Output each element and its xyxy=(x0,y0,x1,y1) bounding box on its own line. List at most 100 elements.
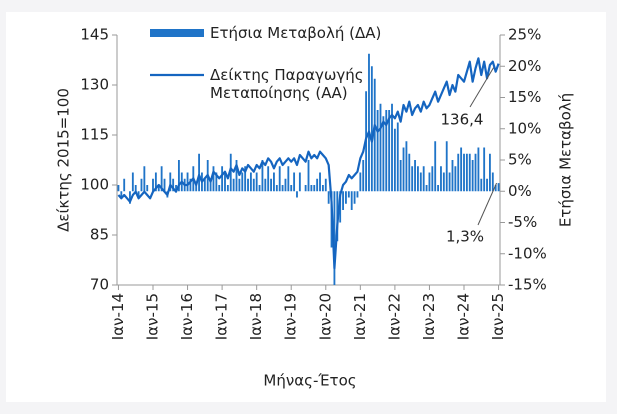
bar xyxy=(247,178,249,192)
bar xyxy=(264,178,267,192)
bar xyxy=(411,166,414,192)
bar xyxy=(270,178,272,192)
y-axis-title: Δείκτης 2015=100 xyxy=(55,88,73,232)
bar xyxy=(169,172,172,192)
bar xyxy=(215,172,218,192)
bar xyxy=(273,172,275,192)
chart-background xyxy=(6,12,606,402)
bar xyxy=(287,166,290,192)
y2-tick-label: -15% xyxy=(508,276,547,294)
y-tick-label: 70 xyxy=(90,276,109,294)
bar xyxy=(359,172,362,192)
bar xyxy=(261,160,264,192)
x-tick-label: Ιαν-16 xyxy=(178,293,196,340)
bar xyxy=(405,141,408,192)
bar xyxy=(198,153,200,192)
bar xyxy=(465,153,468,192)
bar xyxy=(203,178,206,192)
bar xyxy=(425,185,428,192)
bar xyxy=(457,153,460,192)
bar xyxy=(307,160,310,192)
bar xyxy=(391,103,393,192)
x-tick-label: Ιαν-22 xyxy=(385,293,403,340)
bar xyxy=(362,160,365,192)
y-tick-label: 130 xyxy=(80,76,109,94)
bar xyxy=(172,178,175,192)
bar xyxy=(221,166,224,192)
bar xyxy=(238,178,241,192)
bar xyxy=(347,191,350,198)
bar xyxy=(154,172,157,192)
bar xyxy=(186,172,189,192)
bar xyxy=(442,172,445,192)
annotation-leader xyxy=(477,182,498,226)
bar xyxy=(131,172,134,192)
legend-label: Δείκτης Παραγωγής Μεταποίησης (ΑΑ) xyxy=(210,66,364,102)
bar xyxy=(163,178,166,192)
bar xyxy=(353,191,356,204)
bar xyxy=(267,166,270,192)
bar xyxy=(212,166,215,192)
bar xyxy=(258,185,261,192)
bar xyxy=(350,191,353,210)
bar xyxy=(232,178,235,192)
bar xyxy=(249,172,252,192)
bar xyxy=(218,185,221,192)
bar xyxy=(488,153,491,192)
bar xyxy=(491,172,494,192)
bar xyxy=(281,185,284,192)
bar xyxy=(414,160,416,192)
bar xyxy=(319,172,321,192)
bar xyxy=(342,191,344,210)
legend-swatch xyxy=(150,29,204,37)
bar xyxy=(471,160,474,192)
y-tick-label: 145 xyxy=(80,26,109,44)
x-tick-label: Ιαν-24 xyxy=(455,293,473,340)
y2-tick-label: 0% xyxy=(508,182,532,200)
bar xyxy=(417,166,419,192)
bar xyxy=(313,185,316,192)
y2-tick-label: -5% xyxy=(508,213,537,231)
bar xyxy=(451,160,454,192)
legend-label: Ετήσια Μεταβολή (ΔΑ) xyxy=(210,24,382,42)
bar xyxy=(474,153,477,192)
y-tick-label: 115 xyxy=(80,126,109,144)
bar xyxy=(370,66,373,192)
bar xyxy=(189,178,192,192)
bar xyxy=(463,153,465,192)
x-axis-title: Μήνας-Έτος xyxy=(263,372,356,390)
bar xyxy=(448,172,451,192)
bar xyxy=(379,103,382,192)
bar xyxy=(137,191,140,198)
bar xyxy=(120,191,123,198)
bar xyxy=(345,191,347,204)
bar xyxy=(402,147,405,192)
bar xyxy=(226,185,229,192)
bar xyxy=(388,110,391,192)
bar xyxy=(224,172,226,192)
y2-tick-label: 5% xyxy=(508,151,532,169)
bar xyxy=(428,172,431,192)
bar xyxy=(209,178,212,192)
bar xyxy=(327,191,330,204)
bar xyxy=(244,166,247,192)
bar xyxy=(477,147,480,192)
y2-tick-label: 20% xyxy=(508,57,541,75)
bar xyxy=(229,153,232,192)
bar xyxy=(160,166,163,192)
bar xyxy=(440,166,442,192)
y-tick-label: 85 xyxy=(90,226,109,244)
bar xyxy=(486,178,488,192)
bar xyxy=(304,185,307,192)
x-tick-label: Ιαν-23 xyxy=(420,293,438,340)
bar xyxy=(296,191,298,198)
bar xyxy=(445,141,448,192)
bar xyxy=(408,153,411,192)
bar xyxy=(434,141,437,192)
bar xyxy=(195,185,198,192)
bar xyxy=(497,183,500,192)
bar xyxy=(373,78,376,192)
bar xyxy=(241,172,244,192)
bar xyxy=(278,166,281,192)
